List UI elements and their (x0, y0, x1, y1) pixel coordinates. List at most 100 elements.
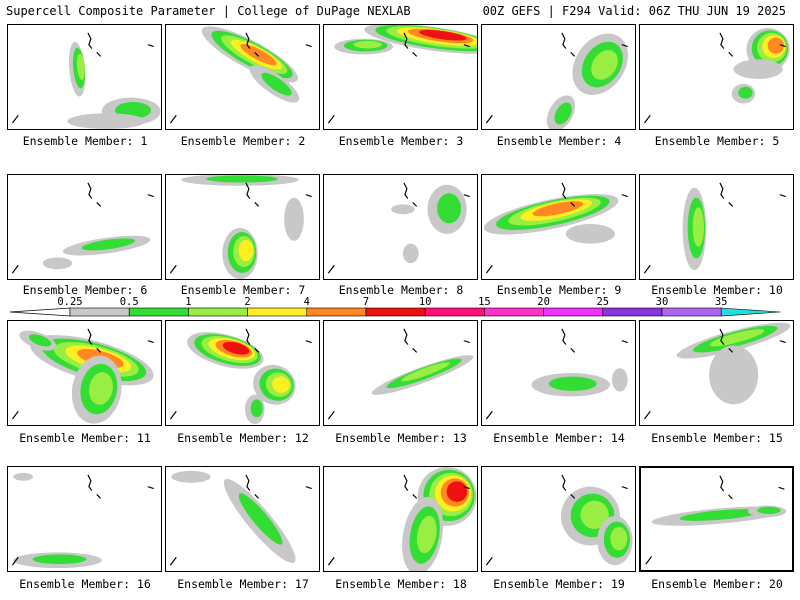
scp-contour-group (201, 26, 298, 83)
scp-contour-c05 (238, 493, 283, 545)
colorbar-tick-label: 0.25 (57, 296, 82, 308)
colorbar-segment-c7 (365, 307, 426, 317)
ensemble-member-19-map (481, 466, 636, 572)
coastline-outline (463, 340, 470, 344)
coastline-outline (11, 410, 19, 420)
scp-contour-c7 (418, 29, 467, 41)
coastline-outline (570, 348, 576, 353)
ensemble-member-label: Ensemble Member: 15 (651, 431, 783, 445)
scp-contour-group (181, 175, 299, 186)
coastline-outline (245, 182, 251, 199)
colorbar-segment-c1 (188, 307, 248, 317)
coastline-outline (779, 340, 786, 344)
coastline-outline (169, 410, 177, 420)
model-run-valid-time: 00Z GEFS | F294 Valid: 06Z THU JUN 19 20… (482, 4, 786, 18)
ensemble-member-2-map (165, 24, 320, 130)
scp-contour-group (676, 322, 791, 359)
scp-contour-c025 (402, 243, 419, 264)
scp-field-13 (327, 328, 474, 420)
coastline-outline (305, 194, 312, 198)
scp-field-15 (643, 322, 791, 420)
coastline-outline (96, 348, 102, 353)
coastline-outline (245, 474, 251, 491)
scp-field-9 (483, 182, 628, 274)
colorbar-tick-label: 0.5 (120, 296, 139, 308)
coastline-outline (570, 494, 576, 499)
colorbar-segment-c05 (128, 307, 189, 317)
ensemble-member-label: Ensemble Member: 16 (19, 577, 151, 591)
scp-field-11 (11, 328, 154, 424)
scp-field-12 (169, 328, 312, 425)
scp-contour-c05 (32, 554, 87, 565)
ensemble-member-7-map (165, 174, 320, 280)
coastline-outline (719, 32, 725, 49)
ensemble-member-label: Ensemble Member: 12 (177, 431, 309, 445)
scp-contour-c1 (401, 362, 450, 382)
ensemble-member-label: Ensemble Member: 7 (180, 283, 306, 297)
scp-field-10 (643, 182, 786, 274)
scp-contour-c025 (565, 224, 615, 244)
scp-contour-c2 (272, 376, 290, 393)
scp-contour-c05 (28, 334, 52, 347)
coastline-outline (561, 32, 567, 49)
ensemble-member-20-map (639, 466, 794, 572)
coastline-outline (147, 486, 154, 490)
colorbar-legend: 0.25 0.5 1 2 4 7 10 15 20 25 30 35 (9, 296, 790, 322)
coastline-outline (327, 114, 335, 124)
scp-field-16 (11, 472, 154, 569)
coastline-outline (87, 474, 93, 491)
scp-contour-c05 (437, 193, 462, 224)
coastline-outline (643, 410, 651, 420)
coastline-outline (561, 182, 567, 199)
coastline-outline (728, 52, 734, 57)
scp-contour-group (371, 355, 474, 395)
scp-contour-group (531, 373, 611, 397)
colorbar-tick-label: 25 (596, 296, 609, 308)
colorbar-tick-label: 1 (185, 296, 191, 308)
coastline-outline (561, 328, 567, 345)
colorbar-segment-c2 (247, 307, 308, 317)
scp-contour-group (244, 394, 265, 425)
scp-contour-c025 (42, 257, 73, 270)
colorbar-segment-c15 (484, 307, 544, 317)
coastline-outline (403, 182, 409, 199)
coastline-outline (485, 556, 493, 566)
coastline-outline (485, 410, 493, 420)
coastline-outline (305, 340, 312, 344)
scp-contour-c1 (580, 500, 609, 529)
scp-contour-c025 (709, 345, 759, 405)
scp-contour-group (709, 345, 759, 405)
scp-contour-c025 (284, 197, 304, 241)
ensemble-member-4-map (481, 24, 636, 130)
coastline-outline (643, 264, 651, 274)
coastline-outline (403, 474, 409, 491)
colorbar-segment-c4 (306, 307, 367, 317)
ensemble-member-15-map (639, 320, 794, 426)
coastline-outline (169, 114, 177, 124)
coastline-outline (643, 114, 651, 124)
scp-contour-c05 (250, 399, 263, 418)
scp-field-8 (327, 182, 470, 274)
scp-contour-group (62, 235, 151, 256)
scp-contour-group (417, 467, 477, 526)
coastline-outline (11, 114, 19, 124)
ensemble-member-label: Ensemble Member: 10 (651, 283, 783, 297)
scp-contour-c05 (554, 102, 572, 125)
coastline-outline (621, 194, 628, 198)
scp-contour-group (284, 197, 304, 241)
scp-contour-c05 (738, 86, 753, 99)
scp-contour-c7 (446, 481, 468, 502)
coastline-outline (96, 202, 102, 207)
coastline-outline (245, 328, 251, 345)
scp-contour-c025 (67, 113, 146, 129)
ensemble-member-label: Ensemble Member: 17 (177, 577, 309, 591)
coastline-outline (561, 474, 567, 491)
scp-contour-c05 (548, 376, 597, 391)
coastline-outline (485, 264, 493, 274)
coastline-outline (412, 494, 418, 499)
scp-contour-group (223, 478, 296, 563)
scp-contour-c1 (416, 515, 437, 554)
ensemble-member-label: Ensemble Member: 3 (338, 134, 464, 148)
scp-field-5 (643, 27, 790, 124)
scp-field-1 (11, 32, 161, 129)
